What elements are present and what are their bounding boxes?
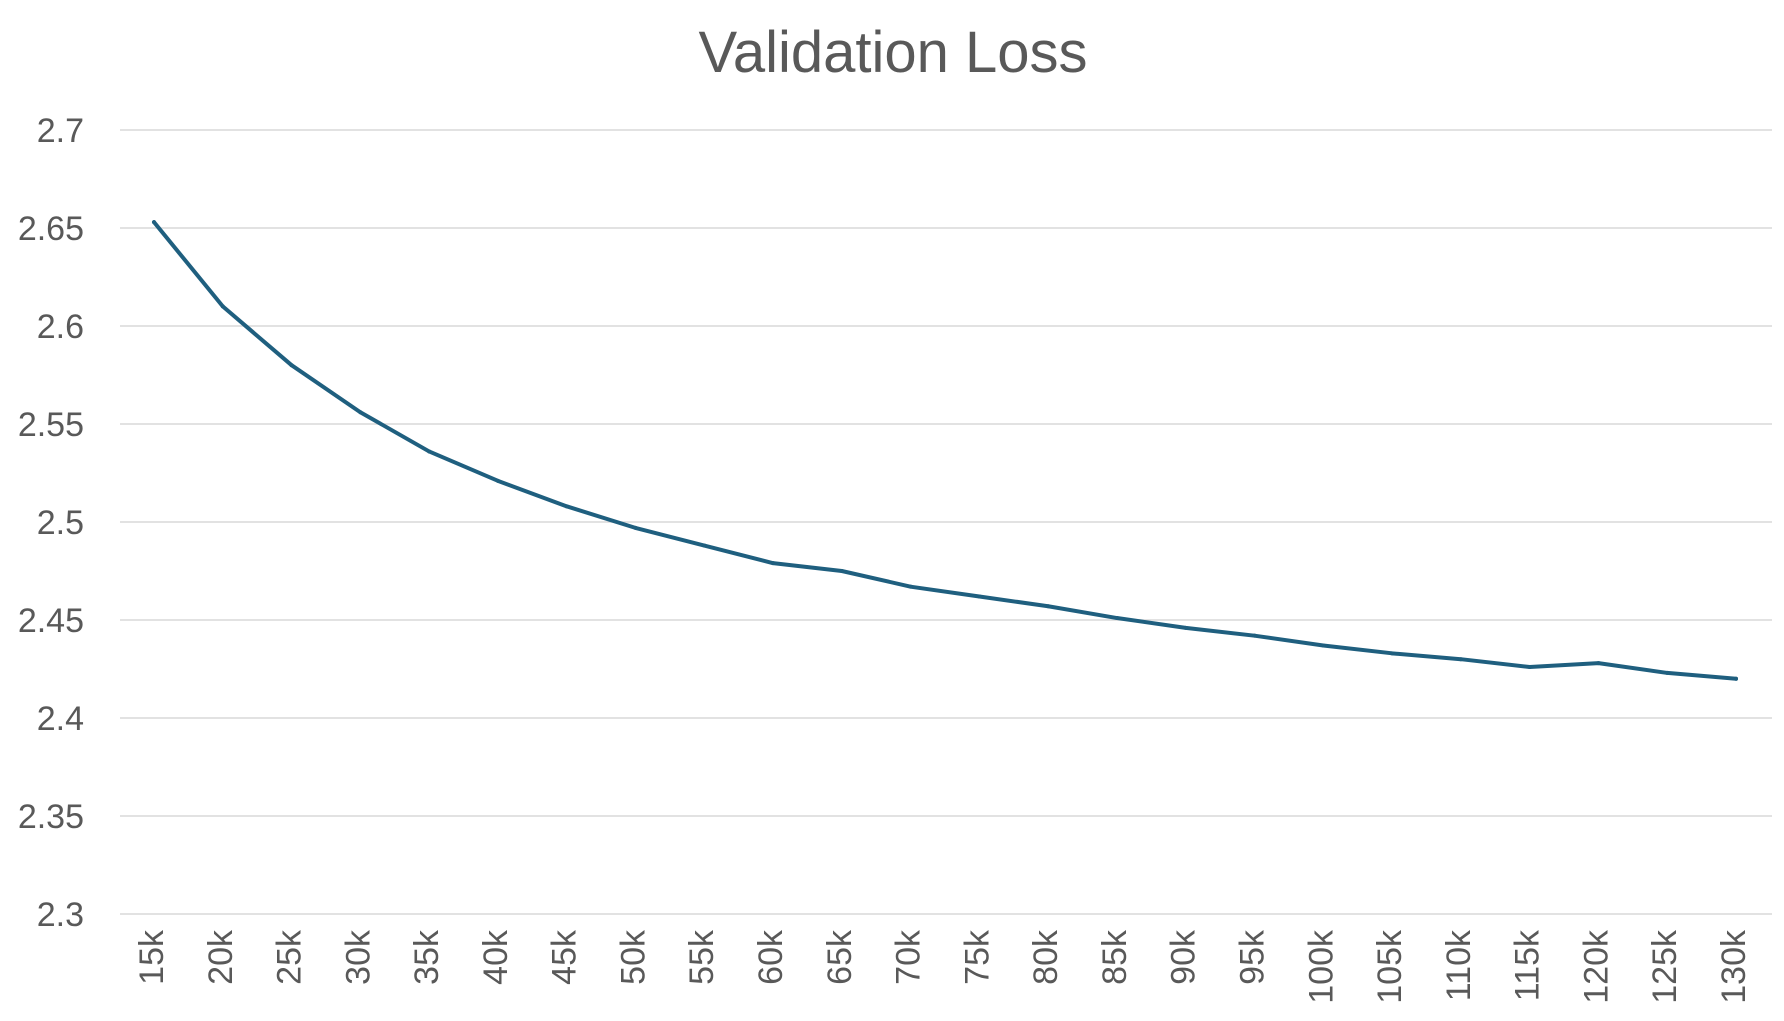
data-point bbox=[1734, 676, 1738, 681]
data-point bbox=[358, 410, 363, 415]
x-tick-label: 125k bbox=[1646, 929, 1684, 1004]
data-point bbox=[702, 543, 707, 548]
x-tick-label: 25k bbox=[271, 929, 309, 985]
y-tick-label: 2.3 bbox=[37, 896, 84, 934]
data-point bbox=[908, 584, 913, 589]
series-line bbox=[152, 220, 1738, 681]
data-point bbox=[1390, 651, 1395, 656]
data-point bbox=[427, 449, 432, 454]
x-tick-label: 40k bbox=[477, 929, 515, 985]
data-point bbox=[1321, 643, 1326, 648]
data-point bbox=[1665, 670, 1670, 675]
series-layer bbox=[152, 220, 1738, 681]
x-tick-label: 60k bbox=[752, 929, 790, 985]
x-tick-label: 115k bbox=[1509, 929, 1547, 1001]
x-tick-label: 75k bbox=[958, 929, 996, 985]
x-tick-label: 130k bbox=[1715, 929, 1753, 1004]
data-point bbox=[564, 504, 569, 509]
gridlines bbox=[120, 129, 1772, 915]
data-point bbox=[220, 304, 225, 309]
x-tick-label: 100k bbox=[1302, 929, 1340, 1004]
x-tick-label: 35k bbox=[408, 929, 446, 985]
data-point bbox=[1252, 633, 1257, 638]
x-tick-label: 70k bbox=[890, 929, 928, 985]
y-tick-label: 2.6 bbox=[37, 308, 84, 346]
x-axis-tick-labels: 15k 20k 25k 30k 35k 40k 45k 50k 55k 60k 65k 70k 75k 8… bbox=[133, 929, 1753, 1004]
y-tick-label: 2.5 bbox=[37, 504, 84, 542]
x-tick-label: 50k bbox=[614, 929, 652, 985]
y-tick-label: 2.45 bbox=[18, 602, 84, 640]
x-tick-label: 85k bbox=[1096, 929, 1134, 985]
data-point bbox=[771, 561, 776, 566]
data-point bbox=[1046, 604, 1051, 609]
x-tick-label: 105k bbox=[1371, 929, 1409, 1004]
data-point bbox=[495, 478, 500, 483]
x-tick-label: 15k bbox=[133, 929, 171, 985]
x-tick-label: 45k bbox=[546, 929, 584, 985]
y-tick-label: 2.55 bbox=[18, 406, 84, 444]
chart-title: Validation Loss bbox=[698, 20, 1087, 85]
data-point bbox=[1458, 657, 1463, 662]
x-tick-label: 95k bbox=[1234, 929, 1272, 985]
y-tick-label: 2.35 bbox=[18, 798, 84, 836]
data-point bbox=[1596, 661, 1601, 666]
x-tick-label: 120k bbox=[1577, 929, 1615, 1004]
x-tick-label: 65k bbox=[821, 929, 859, 985]
y-tick-label: 2.7 bbox=[37, 112, 84, 150]
data-point bbox=[839, 569, 844, 573]
data-point bbox=[633, 525, 638, 530]
data-point bbox=[1527, 665, 1532, 670]
y-tick-label: 2.4 bbox=[37, 700, 84, 738]
y-axis-tick-labels: 2.3 2.35 2.4 2.45 2.5 2.55 2.6 2.65 2.7 bbox=[18, 112, 84, 934]
data-point bbox=[1114, 616, 1119, 621]
x-tick-label: 55k bbox=[683, 929, 721, 985]
x-tick-label: 110k bbox=[1440, 929, 1478, 1001]
x-tick-label: 90k bbox=[1165, 929, 1203, 985]
data-point bbox=[977, 594, 982, 599]
data-point bbox=[152, 220, 156, 225]
x-tick-label: 30k bbox=[339, 929, 377, 985]
x-tick-label: 80k bbox=[1027, 929, 1065, 985]
y-tick-label: 2.65 bbox=[18, 210, 84, 248]
x-tick-label: 20k bbox=[202, 929, 240, 985]
data-point bbox=[1183, 625, 1188, 630]
data-point bbox=[289, 363, 294, 368]
